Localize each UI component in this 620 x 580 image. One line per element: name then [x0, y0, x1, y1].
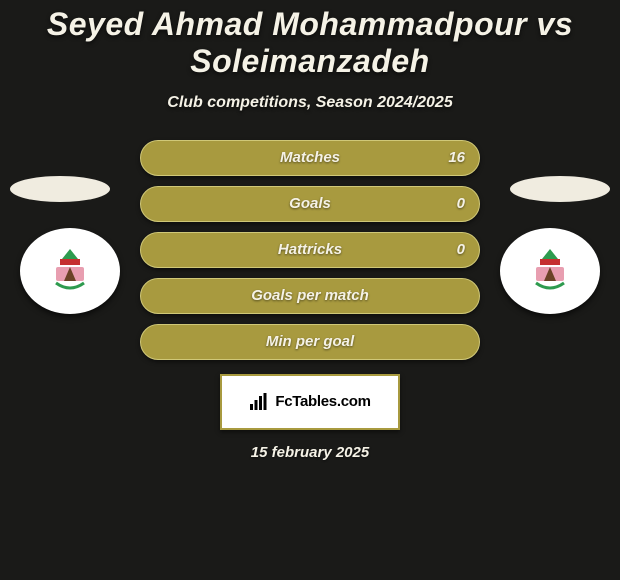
stat-label: Hattricks: [278, 241, 342, 258]
page-title: Seyed Ahmad Mohammadpour vs Soleimanzade…: [47, 6, 573, 80]
stat-value: 16: [448, 149, 465, 166]
brand-box: FcTables.com: [220, 374, 400, 430]
title-line-2: Soleimanzadeh: [190, 43, 429, 79]
stat-row-hattricks: Hattricks 0: [140, 232, 480, 268]
subtitle: Club competitions, Season 2024/2025: [167, 94, 452, 112]
date-text: 15 february 2025: [251, 444, 369, 461]
title-line-1: Seyed Ahmad Mohammadpour vs: [47, 6, 573, 42]
stat-label: Goals per match: [251, 287, 369, 304]
stat-row-matches: Matches 16: [140, 140, 480, 176]
stat-label: Min per goal: [266, 333, 354, 350]
content-wrapper: Seyed Ahmad Mohammadpour vs Soleimanzade…: [0, 0, 620, 580]
stats-list: Matches 16 Goals 0 Hattricks 0 Goals per…: [0, 140, 620, 360]
stat-row-min-per-goal: Min per goal: [140, 324, 480, 360]
stat-row-goals-per-match: Goals per match: [140, 278, 480, 314]
stat-value: 0: [457, 195, 465, 212]
brand-text: FcTables.com: [275, 393, 370, 410]
bar-chart-icon: [249, 393, 269, 411]
stat-label: Matches: [280, 149, 340, 166]
stat-label: Goals: [289, 195, 331, 212]
stat-value: 0: [457, 241, 465, 258]
stat-row-goals: Goals 0: [140, 186, 480, 222]
